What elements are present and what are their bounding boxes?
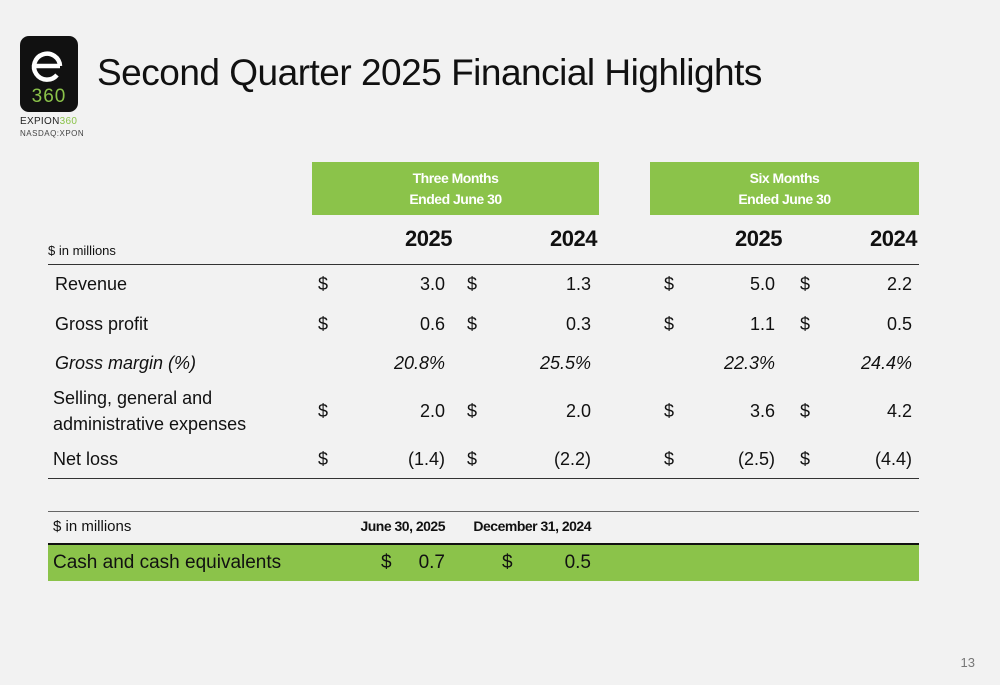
value-cell: 22.3% — [723, 353, 775, 373]
year-header: 2024 — [550, 226, 597, 251]
currency-symbol: $ — [467, 274, 478, 294]
currency-symbol: $ — [467, 449, 478, 469]
currency-symbol: $ — [318, 314, 329, 334]
cash-row-label: Cash and cash equivalents — [53, 552, 282, 573]
value-cell: 0.5 — [564, 552, 591, 573]
unit-label: $ in millions — [48, 243, 116, 258]
row-label-line1: Selling, general and — [53, 388, 213, 408]
currency-symbol: $ — [664, 401, 675, 421]
currency-symbol: $ — [318, 274, 329, 294]
row-label: Gross margin (%) — [55, 353, 197, 373]
logo-number: 360 — [31, 86, 67, 107]
cash-column-header: June 30, 2025 — [360, 518, 445, 534]
currency-symbol: $ — [800, 449, 811, 469]
year-header: 2025 — [735, 226, 782, 251]
logo-e-icon — [31, 51, 63, 82]
value-cell: 3.0 — [419, 274, 445, 294]
value-cell: (2.5) — [737, 449, 775, 469]
currency-symbol: $ — [318, 449, 329, 469]
divider — [48, 478, 919, 479]
value-cell: 1.3 — [565, 274, 591, 294]
currency-symbol: $ — [467, 401, 478, 421]
cash-row — [48, 545, 919, 581]
header-three-months: Three Months Ended June 30 — [312, 162, 599, 215]
page-number: 13 — [960, 655, 975, 670]
page-title: Second Quarter 2025 Financial Highlights — [97, 52, 762, 93]
divider — [48, 264, 919, 265]
value-cell: 1.1 — [749, 314, 775, 334]
currency-symbol: $ — [800, 274, 811, 294]
value-cell: 20.8% — [393, 353, 445, 373]
value-cell: 0.7 — [418, 552, 445, 573]
value-cell: 2.0 — [565, 401, 591, 421]
header-six-months: Six Months Ended June 30 — [650, 162, 919, 215]
value-cell: 4.2 — [886, 401, 912, 421]
value-cell: 24.4% — [860, 353, 912, 373]
currency-symbol: $ — [664, 274, 675, 294]
row-label: Gross profit — [55, 314, 149, 334]
cash-column-header: December 31, 2024 — [473, 518, 591, 534]
row-label-line2: administrative expenses — [53, 414, 247, 434]
currency-symbol: $ — [502, 552, 513, 573]
value-cell: 0.6 — [419, 314, 445, 334]
year-header: 2025 — [405, 226, 452, 251]
value-cell: 0.5 — [886, 314, 912, 334]
value-cell: 3.6 — [749, 401, 775, 421]
currency-symbol: $ — [800, 314, 811, 334]
value-cell: 25.5% — [539, 353, 591, 373]
value-cell: (2.2) — [553, 449, 591, 469]
row-label: Net loss — [53, 449, 119, 469]
row-label: Revenue — [55, 274, 128, 294]
company-logo: 360 — [20, 36, 78, 112]
currency-symbol: $ — [381, 552, 392, 573]
value-cell: (4.4) — [874, 449, 912, 469]
divider — [48, 511, 919, 512]
value-cell: 5.0 — [749, 274, 775, 294]
ticker-symbol: NASDAQ:XPON — [20, 129, 85, 138]
value-cell: 0.3 — [565, 314, 591, 334]
value-cell: 2.2 — [886, 274, 912, 294]
currency-symbol: $ — [664, 314, 675, 334]
currency-symbol: $ — [318, 401, 329, 421]
currency-symbol: $ — [467, 314, 478, 334]
divider — [48, 543, 919, 545]
value-cell: (1.4) — [407, 449, 445, 469]
value-cell: 2.0 — [419, 401, 445, 421]
currency-symbol: $ — [664, 449, 675, 469]
cash-unit-label: $ in millions — [53, 518, 132, 535]
year-header: 2024 — [870, 226, 917, 251]
logo-wordmark: EXPION360 — [20, 116, 78, 127]
currency-symbol: $ — [800, 401, 811, 421]
